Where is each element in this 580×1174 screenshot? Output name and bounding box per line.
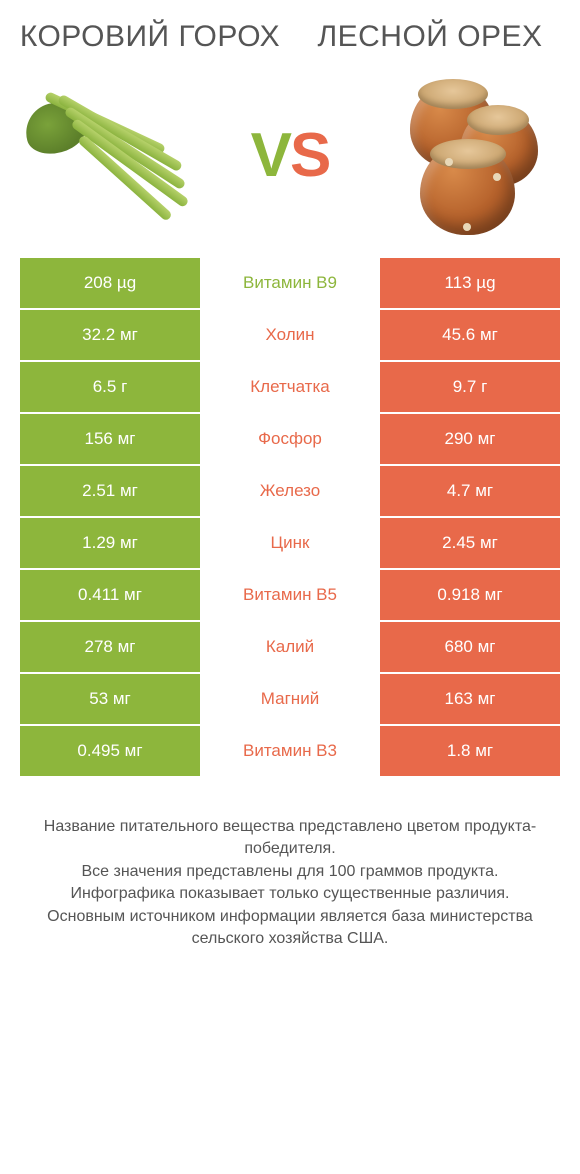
nutrient-label-cell: Фосфор — [200, 414, 380, 464]
table-row: 278 мгКалий680 мг — [20, 622, 560, 672]
right-value-cell: 2.45 мг — [380, 518, 560, 568]
infographic-container: КОРОВИЙ ГОРОХ ЛЕСНОЙ ОРЕХ VS — [0, 0, 580, 970]
vs-label: VS — [251, 120, 330, 191]
left-product-title: КОРОВИЙ ГОРОХ — [10, 20, 290, 53]
nutrient-label-cell: Витамин B5 — [200, 570, 380, 620]
nutrient-label-cell: Магний — [200, 674, 380, 724]
right-product-title: ЛЕСНОЙ ОРЕХ — [290, 20, 570, 53]
right-product-image — [385, 73, 550, 238]
left-value-cell: 6.5 г — [20, 362, 200, 412]
footer-line: Название питательного вещества представл… — [20, 816, 560, 861]
left-product-image — [30, 73, 195, 238]
table-row: 208 µgВитамин B9113 µg — [20, 258, 560, 308]
nutrient-label-cell: Калий — [200, 622, 380, 672]
left-value-cell: 2.51 мг — [20, 466, 200, 516]
table-row: 53 мгМагний163 мг — [20, 674, 560, 724]
comparison-table: 208 µgВитамин B9113 µg32.2 мгХолин45.6 м… — [20, 258, 560, 776]
footer-line: Основным источником информации является … — [20, 906, 560, 951]
left-value-cell: 1.29 мг — [20, 518, 200, 568]
vs-s: S — [290, 120, 329, 191]
left-value-cell: 32.2 мг — [20, 310, 200, 360]
left-value-cell: 208 µg — [20, 258, 200, 308]
right-value-cell: 290 мг — [380, 414, 560, 464]
left-value-cell: 53 мг — [20, 674, 200, 724]
left-value-cell: 0.411 мг — [20, 570, 200, 620]
left-value-cell: 0.495 мг — [20, 726, 200, 776]
nutrient-label-cell: Железо — [200, 466, 380, 516]
footer-line: Инфографика показывает только существенн… — [20, 883, 560, 905]
right-value-cell: 163 мг — [380, 674, 560, 724]
footer-line: Все значения представлены для 100 граммо… — [20, 861, 560, 883]
nutrient-label-cell: Витамин B9 — [200, 258, 380, 308]
nutrient-label-cell: Клетчатка — [200, 362, 380, 412]
left-value-cell: 156 мг — [20, 414, 200, 464]
right-value-cell: 45.6 мг — [380, 310, 560, 360]
right-value-cell: 4.7 мг — [380, 466, 560, 516]
nutrient-label-cell: Холин — [200, 310, 380, 360]
right-value-cell: 1.8 мг — [380, 726, 560, 776]
table-row: 1.29 мгЦинк2.45 мг — [20, 518, 560, 568]
nutrient-label-cell: Цинк — [200, 518, 380, 568]
table-row: 6.5 гКлетчатка9.7 г — [20, 362, 560, 412]
right-value-cell: 0.918 мг — [380, 570, 560, 620]
title-row: КОРОВИЙ ГОРОХ ЛЕСНОЙ ОРЕХ — [0, 0, 580, 63]
nutrient-label-cell: Витамин B3 — [200, 726, 380, 776]
table-row: 0.411 мгВитамин B50.918 мг — [20, 570, 560, 620]
right-value-cell: 680 мг — [380, 622, 560, 672]
table-row: 0.495 мгВитамин B31.8 мг — [20, 726, 560, 776]
right-value-cell: 113 µg — [380, 258, 560, 308]
hero-row: VS — [0, 63, 580, 258]
right-value-cell: 9.7 г — [380, 362, 560, 412]
table-row: 156 мгФосфор290 мг — [20, 414, 560, 464]
table-row: 2.51 мгЖелезо4.7 мг — [20, 466, 560, 516]
table-row: 32.2 мгХолин45.6 мг — [20, 310, 560, 360]
vs-v: V — [251, 120, 290, 191]
left-value-cell: 278 мг — [20, 622, 200, 672]
footer-notes: Название питательного вещества представл… — [20, 816, 560, 950]
